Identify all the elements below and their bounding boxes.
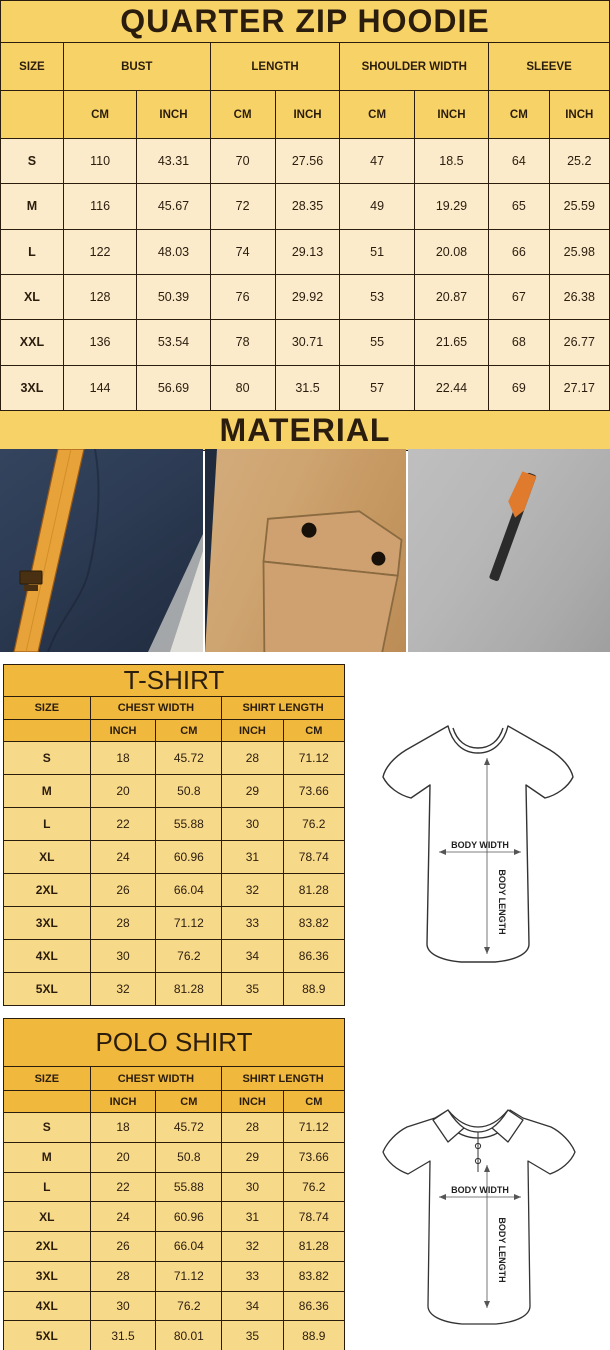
svg-text:BODY LENGTH: BODY LENGTH	[497, 869, 507, 934]
svg-text:BODY WIDTH: BODY WIDTH	[451, 1185, 509, 1195]
svg-text:BODY LENGTH: BODY LENGTH	[497, 1217, 507, 1282]
svg-text:BODY WIDTH: BODY WIDTH	[451, 840, 509, 850]
